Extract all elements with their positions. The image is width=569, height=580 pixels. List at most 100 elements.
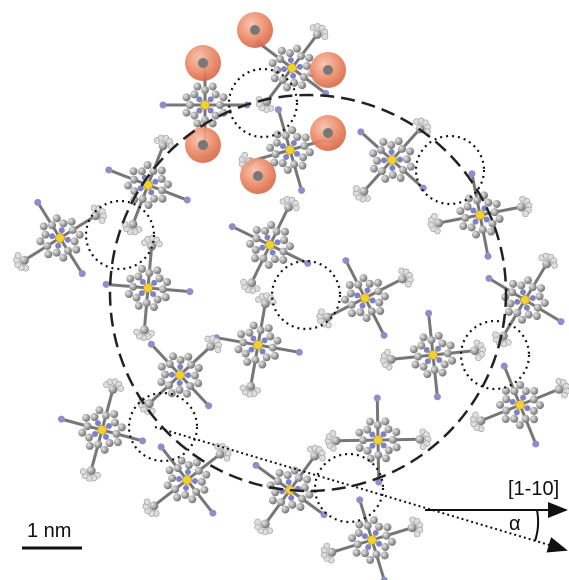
ring-atom	[356, 308, 364, 316]
hydrogen	[241, 279, 247, 285]
ring-atom	[145, 201, 153, 209]
ring-atom	[279, 256, 287, 264]
ring-atom	[508, 288, 516, 296]
ring-atom	[417, 342, 425, 350]
n-atom	[381, 431, 387, 437]
metal-center	[388, 156, 397, 165]
ring-atom	[359, 274, 367, 282]
molecule	[13, 199, 106, 277]
ring-atom	[366, 418, 374, 426]
ring-atom	[186, 101, 194, 109]
ring-atom	[251, 254, 259, 262]
hydrogen	[353, 185, 359, 191]
molecule	[321, 496, 423, 580]
ring-atom	[447, 341, 455, 349]
metal-center	[176, 371, 185, 380]
ring-atom	[496, 401, 504, 409]
ring-atom	[353, 549, 361, 557]
ring-atom	[392, 428, 400, 436]
ring-atom	[382, 454, 390, 462]
ring-atom	[375, 523, 383, 531]
ring-atom	[138, 167, 146, 175]
ring-atom	[276, 469, 284, 477]
hydrogen	[322, 34, 328, 40]
carbon	[332, 436, 341, 445]
molecule	[105, 135, 190, 235]
ring-atom	[411, 361, 419, 369]
n-atom	[291, 140, 297, 146]
nitrogen	[501, 363, 508, 370]
ring-atom	[518, 316, 526, 324]
ring-atom	[112, 430, 120, 438]
ring-atom	[381, 292, 389, 300]
ring-atom	[84, 422, 92, 430]
nitrogen	[229, 223, 236, 230]
ring-atom	[212, 90, 220, 98]
ring-atom	[472, 231, 480, 239]
hydrogen	[293, 205, 299, 211]
ring-atom	[279, 76, 287, 84]
ring-atom	[298, 162, 306, 170]
carbon	[149, 501, 158, 510]
ring-atom	[381, 417, 389, 425]
ring-atom	[253, 226, 261, 234]
ring-atom	[85, 434, 93, 442]
sphere-core	[323, 65, 333, 75]
ring-atom	[522, 415, 530, 423]
n-atom	[185, 372, 191, 378]
ring-atom	[293, 45, 301, 53]
metal-center	[56, 234, 65, 243]
ring-atom	[298, 81, 306, 89]
ring-atom	[378, 167, 386, 175]
n-atom	[262, 337, 268, 343]
ring-atom	[155, 274, 163, 282]
hydrogen	[561, 392, 567, 398]
nitrogen	[158, 443, 165, 450]
ring-atom	[366, 556, 374, 564]
n-atom	[360, 303, 366, 309]
ring-atom	[277, 498, 285, 506]
ring-atom	[190, 112, 198, 120]
n-atom	[196, 96, 202, 102]
carbon	[517, 202, 526, 211]
ring-atom	[502, 407, 510, 415]
ring-atom	[525, 311, 533, 319]
ring-atom	[355, 529, 363, 537]
ring-atom	[484, 199, 492, 207]
molecule	[103, 235, 194, 341]
ring-atom	[438, 339, 446, 347]
ring-atom	[195, 467, 203, 475]
ring-atom	[431, 366, 439, 374]
ring-atom	[388, 538, 396, 546]
carbon	[147, 242, 156, 251]
ring-atom	[303, 62, 311, 70]
arm	[149, 375, 180, 404]
ring-atom	[513, 309, 521, 317]
ring-atom	[374, 451, 382, 459]
nitrogen	[275, 106, 282, 113]
n-atom	[369, 443, 375, 449]
ring-atom	[381, 551, 389, 559]
ring-atom	[111, 419, 119, 427]
ring-atom	[251, 356, 259, 364]
ring-atom	[72, 246, 80, 254]
nitrogen	[532, 440, 539, 447]
ring-atom	[145, 269, 153, 277]
ring-atom	[298, 495, 306, 503]
ring-atom	[384, 425, 392, 433]
n-atom	[150, 291, 156, 297]
ring-atom	[302, 134, 310, 142]
n-atom	[176, 476, 182, 482]
metal-center	[368, 536, 377, 545]
carbon	[359, 187, 368, 196]
n-atom	[524, 405, 530, 411]
ring-atom	[159, 195, 167, 203]
ring-atom	[444, 349, 452, 357]
carbon	[145, 399, 154, 408]
ring-atom	[166, 466, 174, 474]
ring-atom	[125, 290, 133, 298]
ring-atom	[395, 137, 403, 145]
ring-atom	[516, 421, 524, 429]
ring-atom	[168, 474, 176, 482]
nitrogen	[434, 393, 441, 400]
